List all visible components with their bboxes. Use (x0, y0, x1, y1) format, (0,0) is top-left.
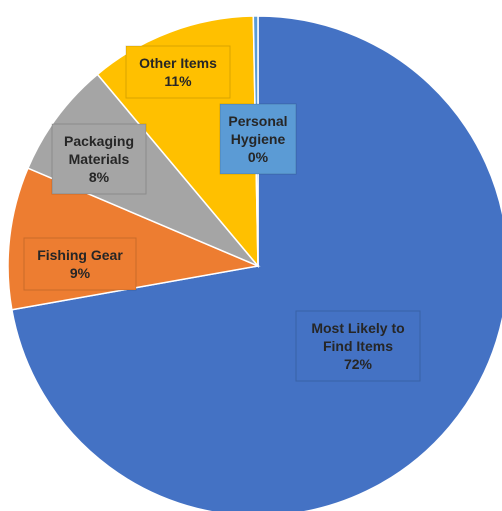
data-label-category-text: Personal (228, 113, 287, 129)
data-label-category-text: Find Items (323, 338, 393, 354)
data-label-box (125, 45, 231, 99)
data-label-box (51, 123, 147, 195)
pie-data-labels: Most Likely to Find Items 72% Fishing Gear 9… (23, 45, 421, 382)
data-label-percent: 72% (344, 356, 373, 372)
data-label-fishing-gear: Fishing Gear 9% (23, 237, 137, 291)
data-label-category-text: Other Items (139, 55, 217, 71)
data-label-box (23, 237, 137, 291)
data-label-category-text: Hygiene (231, 131, 286, 147)
data-label-other-items: Other Items 11% (125, 45, 231, 99)
data-label-category-text: Packaging (64, 133, 134, 149)
data-label-category-text: Fishing Gear (37, 247, 123, 263)
data-label-category-text: Materials (69, 151, 130, 167)
data-label-box (219, 103, 297, 175)
data-label-packaging-materials: Packaging Materials 8% (51, 123, 147, 195)
data-label-most-likely-to-find-items: Most Likely to Find Items 72% (295, 310, 421, 382)
data-label-personal-hygiene: Personal Hygiene 0% (219, 103, 297, 175)
data-label-percent: 11% (164, 73, 192, 89)
pie-slice-most-likely-to-find-items (10, 15, 502, 511)
data-label-percent: 9% (70, 265, 91, 281)
data-label-percent: 8% (89, 169, 110, 185)
data-label-box (295, 310, 421, 382)
data-label-percent: 0% (248, 149, 269, 165)
data-label-category-text: Most Likely to (311, 320, 404, 336)
